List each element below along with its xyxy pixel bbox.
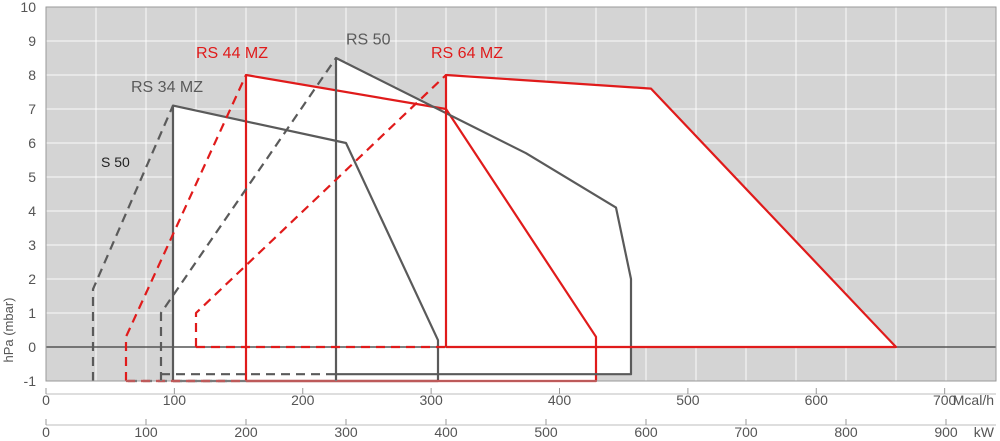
kw-tick-label: 500 xyxy=(534,424,558,440)
series-rs-64-mz-dashed-0 xyxy=(194,74,447,347)
kw-unit-label: kW xyxy=(974,424,995,440)
y-tick-label: 3 xyxy=(28,237,36,253)
y-tick-label: 7 xyxy=(28,101,36,117)
y-axis-label: hPa (mbar) xyxy=(1,297,16,362)
mcal-tick-label: 0 xyxy=(42,392,50,408)
mcal-tick-label: 200 xyxy=(291,392,315,408)
kw-tick-label: 800 xyxy=(834,424,858,440)
series-rs-64-mz-line-0 xyxy=(444,73,898,349)
mcal-tick-label: 700 xyxy=(933,392,957,408)
y-tick-label: 8 xyxy=(28,67,36,83)
kw-tick-label: 700 xyxy=(734,424,758,440)
y-tick-label: 0 xyxy=(28,339,36,355)
series-label-rs-64-mz: RS 64 MZ xyxy=(431,45,503,62)
series-rs-50-line-0 xyxy=(334,56,633,381)
kw-tick-label: 100 xyxy=(134,424,158,440)
y-tick-label: 2 xyxy=(28,271,36,287)
series-label-rs-44-mz: RS 44 MZ xyxy=(196,45,268,62)
kw-tick-label: 0 xyxy=(42,424,50,440)
annotation-label: S 50 xyxy=(101,154,130,170)
kw-tick-label: 300 xyxy=(334,424,358,440)
series-rs-34-mz-dashed-0 xyxy=(91,105,175,381)
y-tick-label: 5 xyxy=(28,169,36,185)
y-tick-label: 9 xyxy=(28,33,36,49)
mcal-tick-label: 100 xyxy=(163,392,187,408)
y-tick-label: 10 xyxy=(20,0,36,15)
kw-tick-label: 400 xyxy=(434,424,458,440)
kw-tick-label: 200 xyxy=(234,424,258,440)
plot-frame xyxy=(45,6,997,382)
y-tick-label: 6 xyxy=(28,135,36,151)
series-rs-50-dashed-0 xyxy=(159,57,337,381)
series-label-rs-50: RS 50 xyxy=(346,31,391,48)
mcal-tick-label: 300 xyxy=(419,392,443,408)
mcal-tick-label: 600 xyxy=(805,392,829,408)
mcal-unit-label: Mcal/h xyxy=(953,392,994,408)
kw-tick-label: 900 xyxy=(934,424,958,440)
mcal-tick-label: 500 xyxy=(676,392,700,408)
y-tick-label: 4 xyxy=(28,203,36,219)
mcal-tick-label: 400 xyxy=(548,392,572,408)
y-tick-label: 1 xyxy=(28,305,36,321)
y-tick-label: -1 xyxy=(24,373,37,389)
series-label-rs-34-mz: RS 34 MZ xyxy=(131,79,203,96)
kw-tick-label: 600 xyxy=(634,424,658,440)
